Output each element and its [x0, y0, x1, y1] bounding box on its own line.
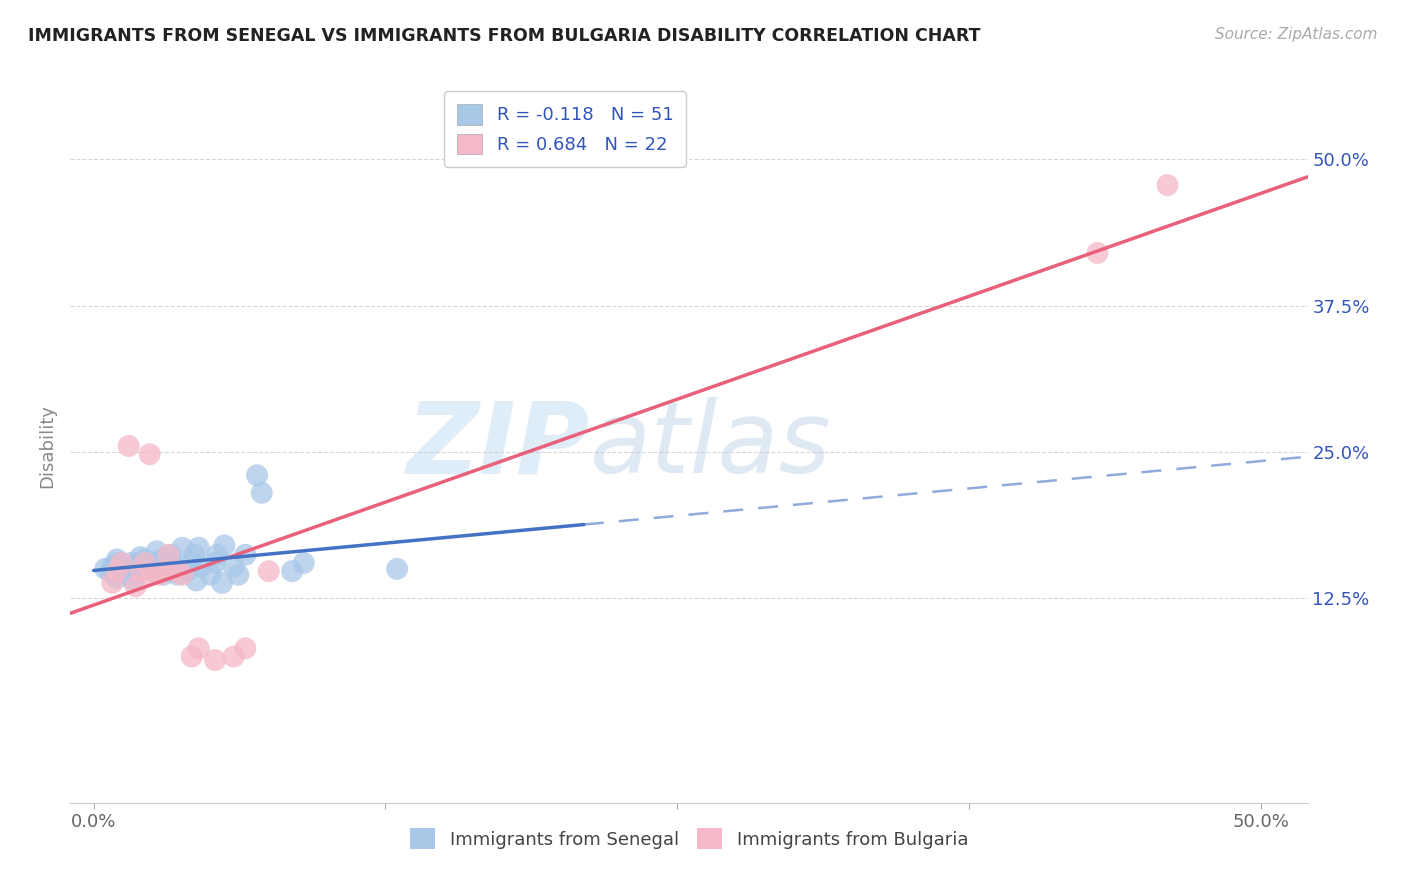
Point: [235, 548, 257, 562]
Point: [145, 544, 167, 558]
Point: [138, 447, 160, 461]
Point: [211, 575, 233, 590]
Point: [250, 485, 273, 500]
Point: [157, 556, 180, 570]
Point: [122, 574, 145, 588]
Point: [292, 556, 315, 570]
Point: [105, 571, 128, 585]
Point: [111, 562, 134, 576]
Point: [148, 562, 170, 576]
Point: [94, 562, 117, 576]
Point: [235, 641, 257, 656]
Point: [204, 653, 226, 667]
Point: [186, 574, 208, 588]
Point: [222, 649, 245, 664]
Point: [190, 559, 212, 574]
Y-axis label: Disability: Disability: [38, 404, 56, 488]
Point: [152, 567, 174, 582]
Point: [257, 564, 280, 578]
Point: [105, 564, 128, 578]
Point: [204, 556, 226, 570]
Point: [134, 552, 156, 566]
Point: [124, 567, 146, 582]
Point: [172, 541, 194, 555]
Point: [129, 564, 152, 578]
Text: atlas: atlas: [591, 398, 831, 494]
Point: [165, 564, 187, 578]
Point: [101, 575, 124, 590]
Point: [150, 552, 173, 566]
Point: [207, 548, 229, 562]
Point: [118, 439, 141, 453]
Point: [246, 468, 269, 483]
Text: IMMIGRANTS FROM SENEGAL VS IMMIGRANTS FROM BULGARIA DISABILITY CORRELATION CHART: IMMIGRANTS FROM SENEGAL VS IMMIGRANTS FR…: [28, 27, 980, 45]
Point: [187, 641, 209, 656]
Point: [131, 556, 153, 570]
Point: [180, 649, 202, 664]
Point: [118, 564, 141, 578]
Point: [143, 556, 166, 570]
Point: [101, 559, 124, 574]
Point: [129, 564, 152, 578]
Point: [105, 564, 128, 578]
Point: [129, 550, 152, 565]
Point: [98, 564, 121, 578]
Point: [180, 556, 202, 570]
Point: [172, 567, 194, 582]
Point: [165, 559, 187, 574]
Point: [138, 559, 160, 574]
Point: [385, 562, 408, 576]
Point: [176, 564, 198, 578]
Point: [127, 556, 149, 570]
Point: [159, 548, 181, 562]
Point: [281, 564, 304, 578]
Point: [183, 548, 205, 562]
Point: [141, 564, 163, 578]
Point: [124, 579, 146, 593]
Point: [1087, 246, 1109, 260]
Text: Source: ZipAtlas.com: Source: ZipAtlas.com: [1215, 27, 1378, 42]
Point: [162, 564, 184, 578]
Point: [214, 538, 236, 552]
Point: [120, 556, 142, 570]
Point: [187, 541, 209, 555]
Point: [148, 567, 170, 582]
Point: [166, 567, 188, 582]
Point: [104, 567, 127, 582]
Point: [134, 556, 156, 570]
Point: [111, 556, 134, 570]
Point: [124, 559, 146, 574]
Point: [105, 556, 128, 570]
Point: [105, 552, 128, 566]
Point: [141, 567, 163, 582]
Point: [228, 567, 250, 582]
Point: [1156, 178, 1178, 193]
Point: [152, 564, 174, 578]
Text: ZIP: ZIP: [406, 398, 591, 494]
Point: [200, 567, 222, 582]
Point: [222, 559, 245, 574]
Point: [157, 548, 180, 562]
Legend: Immigrants from Senegal, Immigrants from Bulgaria: Immigrants from Senegal, Immigrants from…: [401, 819, 977, 858]
